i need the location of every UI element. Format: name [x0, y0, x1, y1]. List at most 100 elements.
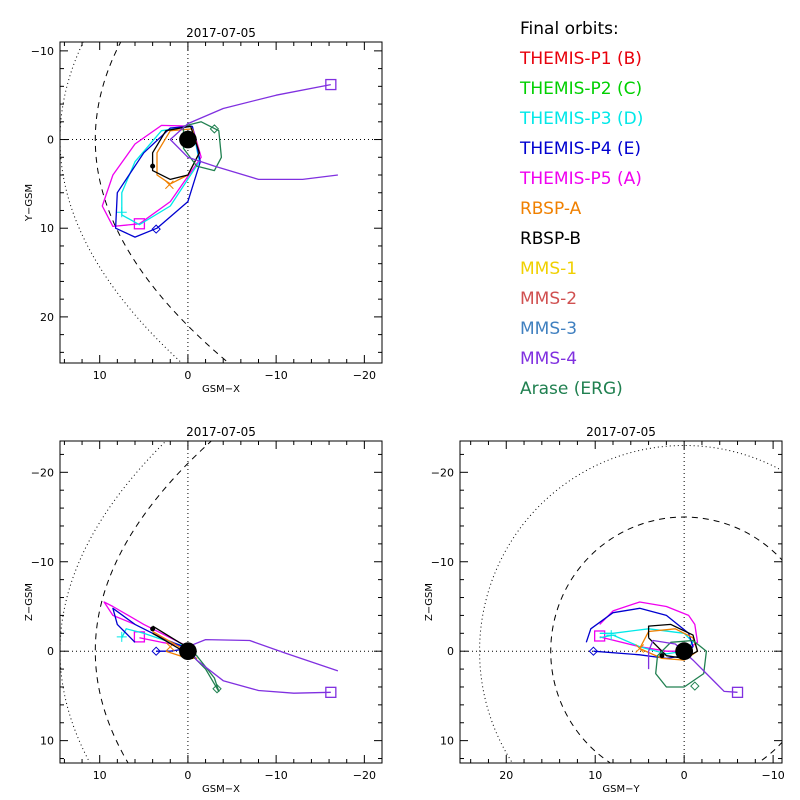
- legend-title: Final orbits:: [520, 19, 619, 39]
- legend-item: THEMIS-P2 (C): [520, 79, 643, 99]
- y-tick-label: 20: [40, 311, 54, 324]
- orbit-line: [599, 601, 699, 652]
- x-tick-label: −10: [265, 369, 288, 382]
- x-tick-label: 10: [588, 769, 602, 782]
- y-tick-label: −10: [31, 556, 54, 569]
- y-tick-label: 0: [47, 645, 54, 658]
- legend-item: RBSP-A: [520, 199, 582, 219]
- diamond-marker: [209, 124, 220, 134]
- legend-item: RBSP-B: [520, 229, 582, 249]
- orbit-themis-p4-e-: [114, 125, 201, 238]
- x-marker: [165, 642, 175, 652]
- x-marker: [165, 180, 174, 190]
- orbit-line: [112, 607, 189, 652]
- y-tick-label: −10: [431, 556, 454, 569]
- y-tick-label: 10: [40, 222, 54, 235]
- legend-item: MMS-3: [520, 319, 578, 339]
- diamond-marker: [690, 681, 700, 691]
- x-tick-label: 20: [499, 769, 513, 782]
- orbit-rbsp-b: [150, 125, 201, 181]
- legend-item: Arase (ERG): [520, 379, 623, 399]
- y-tick-label: −20: [431, 466, 454, 479]
- square-marker: [325, 686, 337, 698]
- y-axis-label: Z−GSM: [424, 583, 435, 621]
- x-axis-label: GSM−Y: [602, 784, 640, 795]
- plot-panel: 10 0 −10 −20 −10 0 10 20 2017-07-05 GSM−X Y−GSM: [24, 26, 383, 395]
- plot-panel: 20 10 0 −10 10 0 −10 −20 2017-07-05 GSM−Y Z−GSM: [424, 425, 785, 795]
- plot-frame: [59, 440, 383, 764]
- y-tick-label: 10: [40, 735, 54, 748]
- dot-marker: [659, 653, 665, 659]
- y-tick-label: −10: [31, 45, 54, 58]
- magnetopause-boundary: [94, 441, 213, 763]
- square-marker: [133, 218, 146, 230]
- orbit-line: [169, 83, 338, 181]
- diamond-marker: [151, 646, 161, 656]
- orbit-arase-erg-: [655, 639, 708, 691]
- x-tick-label: −10: [761, 769, 784, 782]
- x-tick-label: 0: [184, 369, 191, 382]
- diamond-marker: [588, 646, 599, 656]
- plot-panel: 10 0 −10 −20 10 0 −10 −20 2017-07-05 GSM−X Z−GSM: [24, 425, 383, 795]
- plot-area: [460, 441, 782, 763]
- orbit-line: [182, 121, 223, 172]
- plot-area: [60, 441, 382, 763]
- earth-icon: [179, 642, 197, 661]
- orbit-themis-p3-d-: [116, 125, 201, 226]
- plot-frame: [59, 41, 383, 364]
- bowshock-boundary: [60, 42, 183, 363]
- plot-title: 2017-07-05: [586, 425, 656, 439]
- plot-title: 2017-07-05: [186, 425, 256, 439]
- y-axis-label: Z−GSM: [24, 583, 35, 621]
- y-tick-label: 10: [440, 735, 454, 748]
- orbit-line: [151, 125, 201, 181]
- legend-item: MMS-2: [520, 289, 578, 309]
- y-tick-label: 0: [47, 134, 54, 147]
- orbit-themis-p4-e-: [112, 607, 189, 656]
- legend-item: MMS-4: [520, 349, 578, 369]
- x-tick-label: −10: [265, 769, 288, 782]
- y-tick-label: 0: [447, 645, 454, 658]
- dot-marker: [150, 163, 156, 169]
- bowshock-boundary: [479, 445, 782, 763]
- plus-marker: [606, 630, 617, 641]
- orbit-mms-4: [169, 78, 338, 181]
- legend-item: MMS-1: [520, 259, 578, 279]
- orbit-line: [647, 623, 699, 660]
- square-marker: [594, 630, 606, 642]
- diamond-marker: [212, 684, 222, 694]
- legend-item: THEMIS-P5 (A): [520, 169, 642, 189]
- orbit-line: [187, 638, 339, 694]
- earth-icon: [675, 642, 694, 661]
- y-tick-label: −20: [31, 466, 54, 479]
- plot-title: 2017-07-05: [186, 26, 256, 40]
- legend-item: THEMIS-P1 (B): [520, 49, 642, 69]
- orbit-arase-erg-: [182, 121, 223, 172]
- earth-icon: [179, 130, 197, 149]
- orbit-line: [101, 124, 202, 228]
- x-axis-label: GSM−X: [202, 384, 240, 395]
- plus-marker: [116, 631, 127, 642]
- diamond-marker: [151, 224, 161, 234]
- x-marker: [635, 644, 645, 653]
- square-marker: [325, 78, 337, 91]
- x-tick-label: 10: [93, 369, 107, 382]
- orbit-mms-4: [187, 638, 339, 698]
- legend-item: THEMIS-P4 (E): [520, 139, 641, 159]
- orbit-rbsp-b: [647, 623, 699, 660]
- plot-area: [60, 42, 382, 363]
- legend-item: THEMIS-P3 (D): [520, 109, 644, 129]
- x-tick-label: 0: [681, 769, 688, 782]
- x-tick-label: −20: [353, 769, 376, 782]
- magnetopause-boundary: [94, 42, 230, 363]
- orbit-line: [114, 125, 201, 238]
- x-tick-label: −20: [353, 369, 376, 382]
- x-tick-label: 10: [93, 769, 107, 782]
- plus-marker: [116, 207, 127, 218]
- legend: Final orbits: THEMIS-P1 (B) THEMIS-P2 (C)…: [520, 19, 643, 409]
- y-axis-label: Y−GSM: [24, 184, 35, 222]
- plot-frame: [459, 440, 783, 764]
- orbit-themis-p5-a-: [594, 601, 699, 652]
- dot-marker: [150, 626, 156, 632]
